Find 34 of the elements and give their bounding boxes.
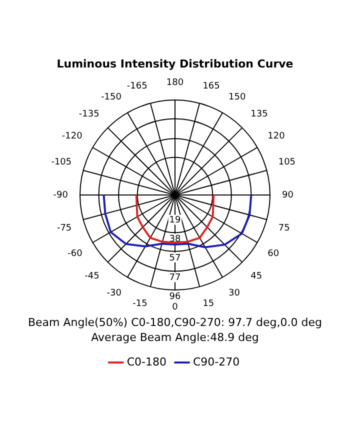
spoke-label: 90	[282, 190, 294, 200]
spoke-label: -135	[78, 109, 100, 120]
spoke-label: 30	[228, 288, 240, 298]
spoke-label: -15	[132, 299, 148, 310]
spoke-label: -120	[62, 131, 83, 142]
spoke-label: -105	[51, 157, 72, 168]
legend-label: C0-180	[126, 355, 167, 368]
spoke-label: -30	[106, 288, 122, 298]
y-tick-label: 77	[169, 273, 181, 284]
spoke-label: -150	[101, 92, 122, 102]
spoke-label: 150	[228, 92, 246, 102]
y-tick-label: 96	[169, 292, 181, 302]
spoke-label: 0	[172, 302, 178, 313]
spoke-label: 180	[166, 78, 184, 88]
spoke-label: 45	[250, 271, 262, 282]
spoke-label: -60	[68, 249, 83, 260]
spoke-label: 105	[278, 157, 296, 168]
spoke-label: 60	[268, 249, 280, 260]
spoke-label: -90	[53, 190, 68, 200]
legend-label: C90-270	[193, 355, 240, 368]
spoke-label: 15	[202, 299, 214, 310]
spoke-label: 135	[250, 109, 268, 120]
spoke-label: -165	[126, 82, 148, 92]
spoke-label: 165	[202, 82, 220, 92]
spoke-label: 75	[278, 223, 290, 234]
chart-title: Luminous Intensity Distribution Curve	[56, 57, 294, 70]
text: Beam Angle(50%) C0-180,C90-270: 97.7 deg,0.0 deg	[28, 316, 322, 329]
y-tick-label: 57	[169, 253, 181, 264]
spoke-label: -45	[84, 271, 100, 282]
y-tick-label: 19	[169, 216, 181, 226]
spoke-label: 120	[268, 131, 286, 142]
text: Average Beam Angle:48.9 deg	[91, 330, 259, 344]
spoke-label: -75	[56, 223, 72, 234]
y-tick-label: 38	[169, 234, 181, 244]
